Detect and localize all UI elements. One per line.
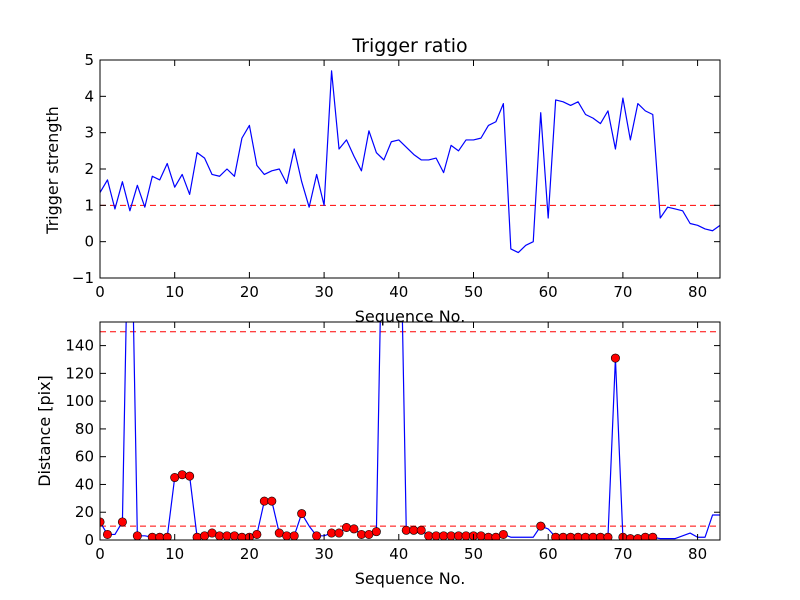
data-point-marker xyxy=(215,531,225,540)
y-tick-label: 0 xyxy=(84,233,94,251)
trigger-ratio-panel: Trigger ratio 0 10 20 30 40 50 60 70 80−1012345 … xyxy=(43,35,721,326)
x-tick-label: 0 xyxy=(95,545,105,563)
data-point-marker xyxy=(454,531,464,540)
data-point-marker xyxy=(229,531,239,540)
x-tick-label: 80 xyxy=(688,545,707,563)
y-tick-label: 120 xyxy=(65,364,94,382)
data-point-marker xyxy=(536,521,546,531)
y-tick-label: −1 xyxy=(72,269,94,287)
x-tick-label: 10 xyxy=(165,283,184,301)
x-tick-label: 70 xyxy=(613,283,632,301)
x-tick-label: 30 xyxy=(315,283,334,301)
x-tick-label: 70 xyxy=(613,545,632,563)
y-tick-label: 4 xyxy=(84,87,94,105)
x-tick-label: 30 xyxy=(315,545,334,563)
chart-title: Trigger ratio xyxy=(351,35,467,57)
y-tick-label: 1 xyxy=(84,196,94,214)
data-point-marker xyxy=(498,529,508,539)
series-line xyxy=(100,70,720,254)
x-tick-label: 60 xyxy=(539,545,558,563)
x-tick-label: 40 xyxy=(389,545,408,563)
data-point-marker xyxy=(371,527,381,537)
data-point-marker xyxy=(409,525,419,535)
data-point-marker xyxy=(439,531,449,540)
data-point-marker xyxy=(431,531,441,540)
data-point-marker xyxy=(648,532,658,540)
data-point-marker xyxy=(461,531,471,540)
data-point-marker xyxy=(334,528,344,538)
y-axis-label: Distance [pix] xyxy=(35,375,54,487)
data-point-marker xyxy=(162,532,172,540)
data-point-marker xyxy=(297,509,307,519)
distance-panel: 0 10 20 30 40 50 60 70 80 0 20 40 60 80 100 120 140 Sequ… xyxy=(35,321,721,588)
data-point-marker xyxy=(424,531,434,540)
data-point-marker xyxy=(349,524,359,534)
x-tick-label: 20 xyxy=(240,545,259,563)
data-point-marker xyxy=(282,531,292,540)
x-axis-label: Sequence No. xyxy=(355,307,466,326)
data-point-marker xyxy=(416,525,426,535)
x-axis-label: Sequence No. xyxy=(355,569,466,588)
data-point-marker xyxy=(170,473,180,483)
x-tick-label: 10 xyxy=(165,545,184,563)
data-point-marker xyxy=(312,531,322,540)
data-point-marker xyxy=(259,496,269,506)
y-tick-label: 40 xyxy=(75,475,94,493)
data-point-marker xyxy=(603,532,613,540)
data-point-marker xyxy=(177,470,187,480)
x-tick-label: 20 xyxy=(240,283,259,301)
y-tick-label: 140 xyxy=(65,337,94,355)
data-point-marker xyxy=(274,528,284,538)
data-point-marker xyxy=(446,531,456,540)
y-tick-label: 20 xyxy=(75,503,94,521)
x-tick-label: 50 xyxy=(464,283,483,301)
y-tick-label: 3 xyxy=(84,124,94,142)
data-point-marker xyxy=(364,529,374,539)
data-point-marker xyxy=(356,529,366,539)
data-point-marker xyxy=(102,529,112,539)
data-point-marker xyxy=(289,531,299,540)
x-tick-label: 60 xyxy=(539,283,558,301)
data-point-marker xyxy=(200,531,210,540)
y-axis-label: Trigger strength xyxy=(43,106,62,235)
data-point-marker xyxy=(401,525,411,535)
y-tick-label: 5 xyxy=(84,51,94,69)
y-tick-label: 2 xyxy=(84,160,94,178)
data-point-marker xyxy=(267,496,277,506)
data-point-marker xyxy=(342,523,352,533)
data-point-marker xyxy=(207,528,217,538)
y-tick-label: 60 xyxy=(75,448,94,466)
x-tick-label: 80 xyxy=(688,283,707,301)
data-point-marker xyxy=(610,353,620,363)
y-tick-label: 80 xyxy=(75,420,94,438)
y-tick-label: 0 xyxy=(84,531,94,549)
y-tick-label: 100 xyxy=(65,392,94,410)
data-point-marker xyxy=(327,528,337,538)
data-point-marker xyxy=(476,531,486,540)
data-point-marker xyxy=(252,529,262,539)
plot-frame xyxy=(99,321,721,541)
data-point-marker xyxy=(185,471,195,481)
data-point-marker xyxy=(117,517,127,527)
data-point-marker xyxy=(132,531,142,540)
x-tick-label: 0 xyxy=(95,283,105,301)
x-tick-label: 40 xyxy=(389,283,408,301)
x-tick-label: 50 xyxy=(464,545,483,563)
data-point-marker xyxy=(222,531,232,540)
